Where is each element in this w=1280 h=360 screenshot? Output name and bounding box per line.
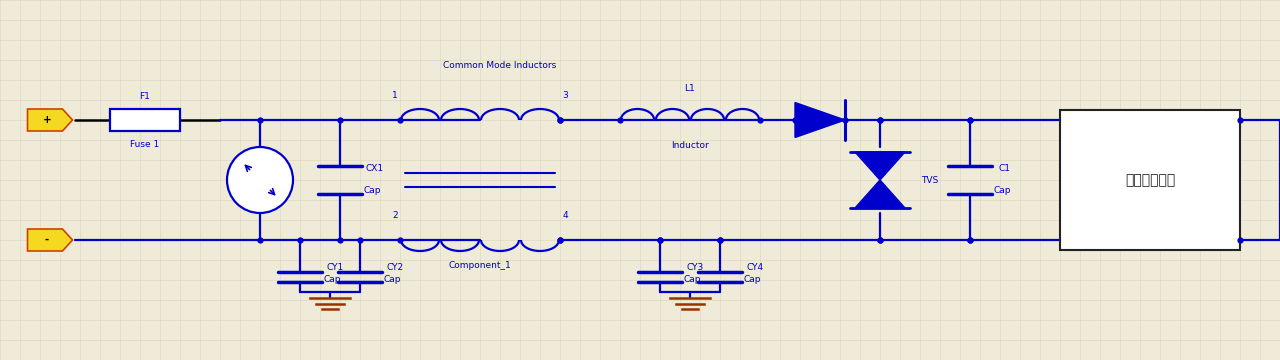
Text: -: - [45,235,49,245]
Text: 4: 4 [562,211,568,220]
Text: Inductor: Inductor [671,140,709,149]
Text: CY3: CY3 [686,264,704,273]
Text: Cap: Cap [383,275,401,284]
Text: +: + [42,115,51,125]
Circle shape [227,147,293,213]
Text: Cap: Cap [364,185,380,194]
Bar [1060,110,1240,250]
Polygon shape [27,109,73,131]
Text: Cap: Cap [684,275,700,284]
Polygon shape [855,152,905,180]
Text: CY2: CY2 [387,264,403,273]
Text: Common Mode Inductors: Common Mode Inductors [443,60,557,69]
Text: CY4: CY4 [746,264,764,273]
Polygon shape [855,180,905,208]
Polygon shape [795,103,845,138]
Text: 受保护的电路: 受保护的电路 [1125,173,1175,187]
Text: CY1: CY1 [326,264,343,273]
Text: Cap: Cap [324,275,340,284]
Text: L1: L1 [685,84,695,93]
Text: 1: 1 [392,90,398,99]
Text: CX1: CX1 [366,163,384,172]
Text: 2: 2 [392,211,398,220]
Text: Fuse 1: Fuse 1 [131,140,160,149]
Text: F1: F1 [140,91,151,100]
Text: 3: 3 [562,90,568,99]
Text: Component_1: Component_1 [448,261,512,270]
Text: Cap: Cap [744,275,760,284]
Polygon shape [27,229,73,251]
Bar [110,109,180,131]
Text: C1: C1 [998,163,1011,172]
Text: Cap: Cap [993,185,1011,194]
Text: TVS: TVS [922,176,938,185]
